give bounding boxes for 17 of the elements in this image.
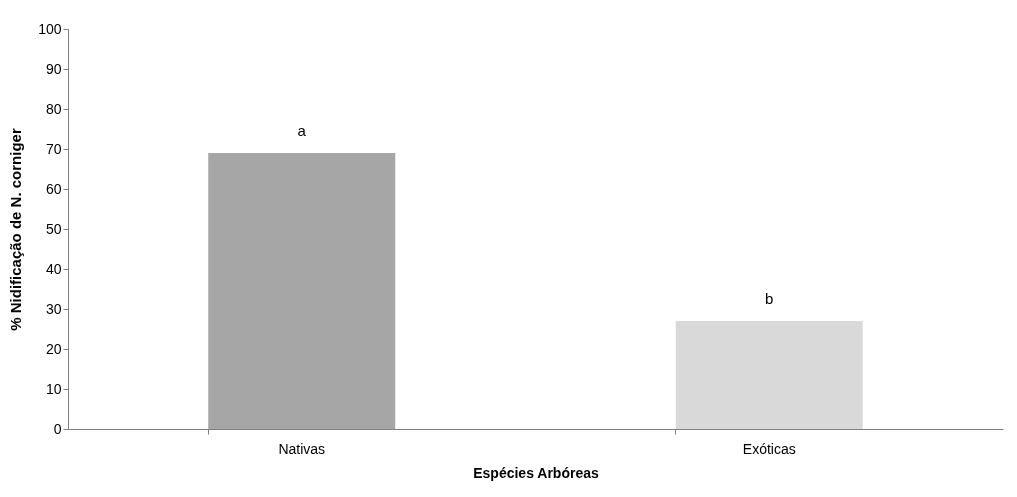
y-tick-label: 0	[53, 420, 62, 437]
annotation: a	[297, 122, 307, 139]
y-tick-label: 70	[45, 140, 62, 157]
x-axis-title: Espécies Arbóreas	[473, 464, 599, 481]
annotation: b	[765, 290, 774, 307]
y-tick-label: 60	[45, 180, 62, 197]
y-tick-label: 30	[45, 300, 62, 317]
x-tick-label: Nativas	[278, 440, 326, 457]
y-tick-label: 100	[38, 20, 62, 37]
y-tick-label: 10	[45, 380, 62, 397]
y-axis-title: % Nidificação de N. corniger	[7, 128, 25, 331]
y-tick-label: 50	[45, 220, 62, 237]
y-tick-label: 90	[45, 60, 62, 77]
y-tick-label: 20	[45, 340, 62, 357]
y-tick-label: 40	[45, 260, 62, 277]
x-tick-label: Exóticas	[742, 440, 796, 457]
y-tick-label: 80	[45, 100, 62, 117]
